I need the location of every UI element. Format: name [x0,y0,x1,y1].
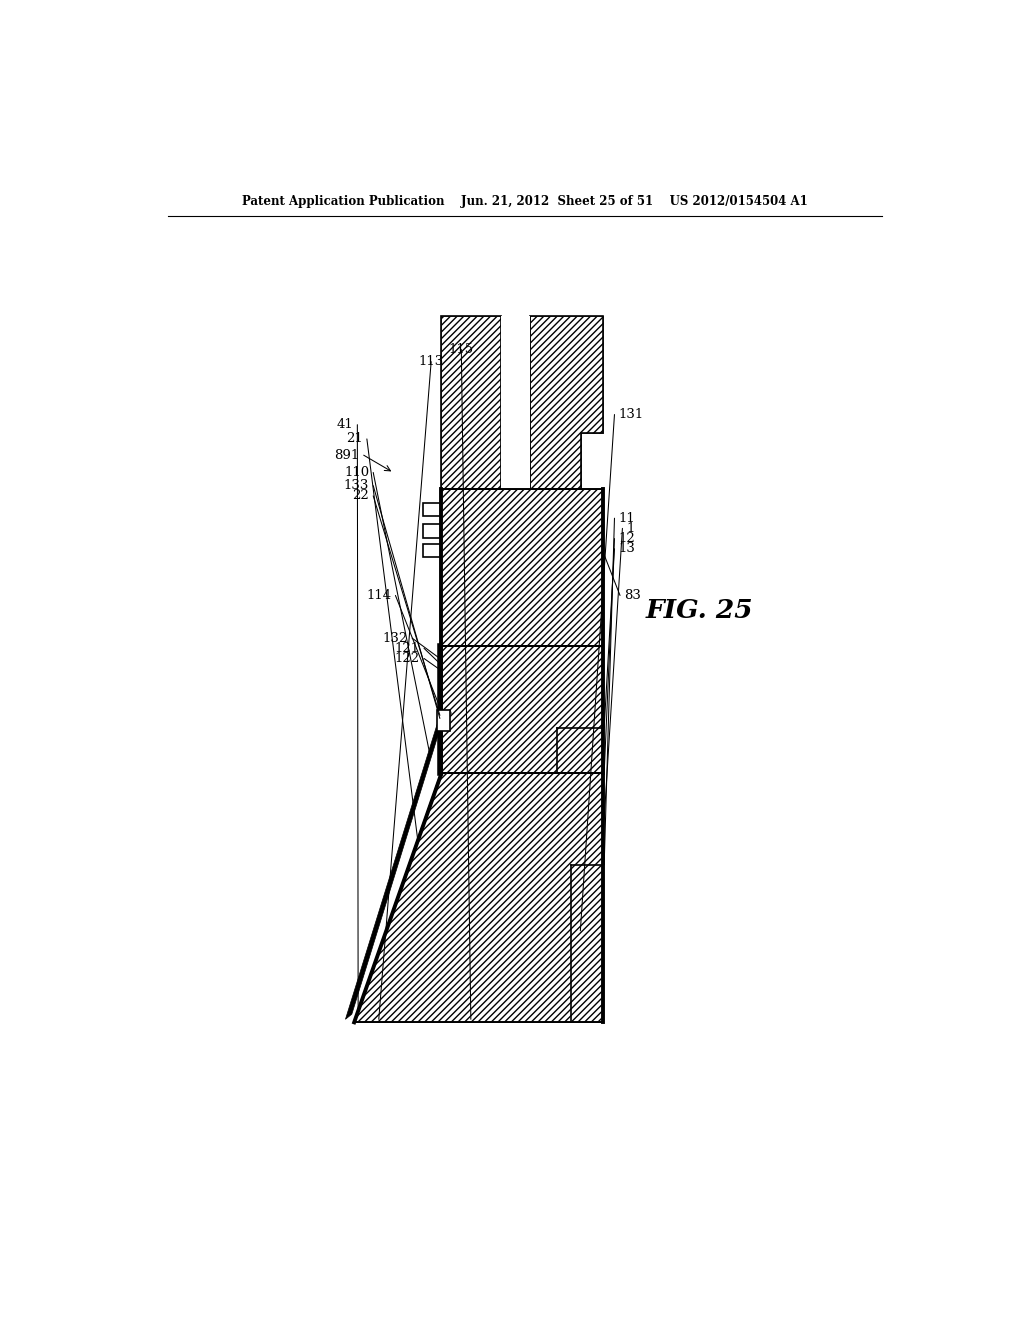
Text: 114: 114 [367,589,391,602]
Polygon shape [439,709,452,722]
Text: 11: 11 [618,512,635,525]
Text: 13: 13 [618,543,635,556]
Bar [441,647,603,774]
Bar [441,647,603,774]
Polygon shape [530,315,603,488]
Polygon shape [345,711,445,1019]
Text: 891: 891 [335,449,359,462]
Bar [441,488,603,647]
Bar [436,710,451,731]
Bar [441,315,501,488]
Bar [423,524,441,537]
Text: 132: 132 [383,632,409,644]
Bar [423,503,441,516]
Polygon shape [354,774,603,1022]
Bar [441,488,603,647]
Text: 22: 22 [352,490,370,503]
Text: 110: 110 [344,466,370,479]
Text: 83: 83 [624,589,641,602]
Text: 133: 133 [344,479,370,492]
Text: 122: 122 [395,652,420,665]
Bar [501,315,530,488]
Text: 41: 41 [337,418,353,432]
Text: 12: 12 [618,532,635,545]
Text: 131: 131 [618,408,644,421]
Text: 121: 121 [395,642,420,655]
Text: 113: 113 [419,355,443,368]
Bar [423,544,441,557]
Bar [441,315,501,488]
Text: FIG. 25: FIG. 25 [645,598,754,623]
Text: 21: 21 [346,433,362,445]
Text: 115: 115 [449,343,474,356]
Text: Patent Application Publication    Jun. 21, 2012  Sheet 25 of 51    US 2012/01545: Patent Application Publication Jun. 21, … [242,194,808,207]
Text: 1: 1 [627,521,635,535]
